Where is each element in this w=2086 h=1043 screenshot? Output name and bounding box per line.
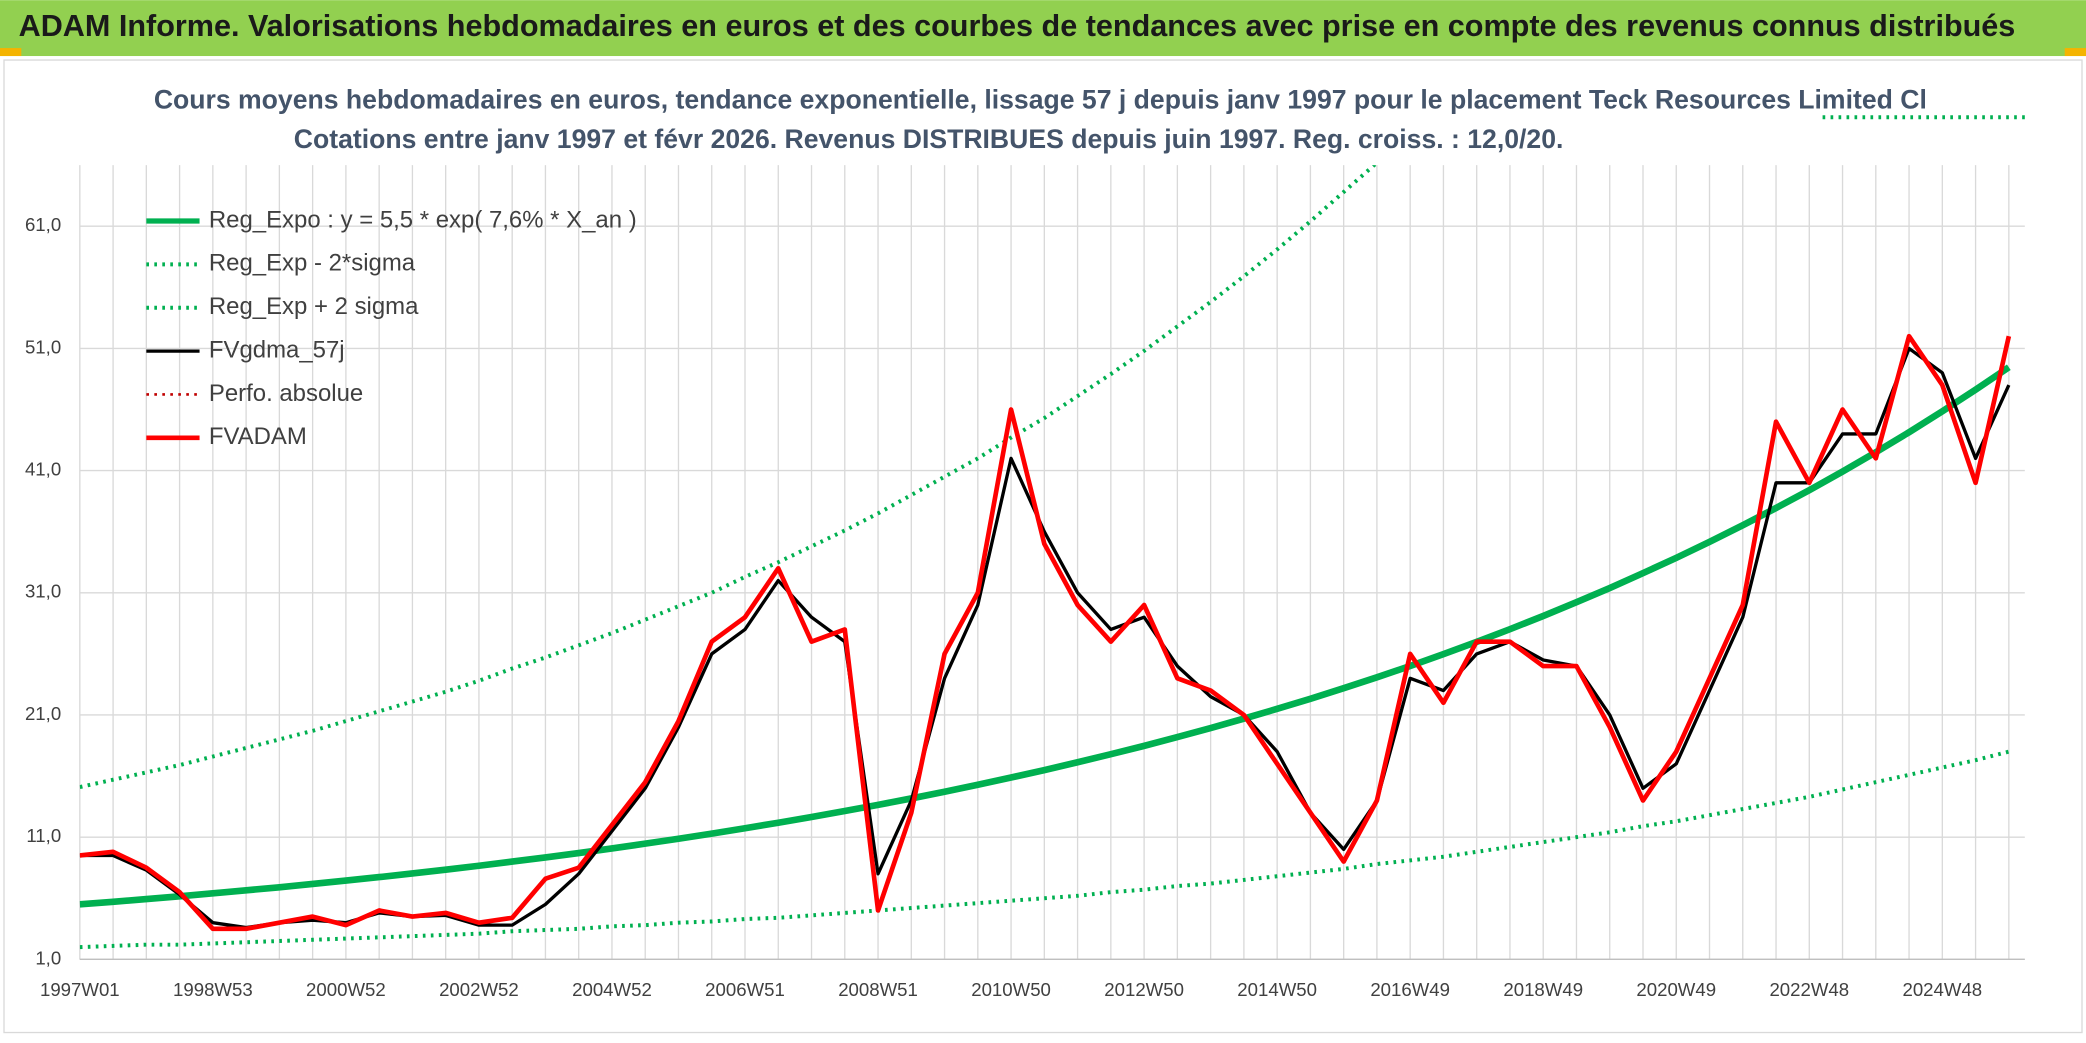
x-tick-label: 2020W49 xyxy=(1636,979,1716,1000)
x-tick-label: 2024W48 xyxy=(1902,979,1982,1000)
x-tick-label: 2022W48 xyxy=(1769,979,1849,1000)
series-line xyxy=(79,165,1378,790)
y-tick-label: 1,0 xyxy=(35,947,61,968)
header-bar xyxy=(0,0,2086,57)
header-title: ADAM Informe. Valorisations hebdomadaire… xyxy=(19,9,2016,43)
legend-label: FVgdma_57j xyxy=(209,336,345,363)
x-tick-label: 1997W01 xyxy=(40,979,120,1000)
x-tick-label: 2000W52 xyxy=(306,979,386,1000)
x-tick-label: 2014W50 xyxy=(1237,979,1317,1000)
series-line xyxy=(79,364,2011,908)
y-tick-label: 51,0 xyxy=(25,336,61,357)
legend-label: Reg_Exp - 2*sigma xyxy=(209,250,416,277)
series-line xyxy=(79,333,2012,932)
y-tick-label: 41,0 xyxy=(25,459,61,480)
x-tick-label: 2004W52 xyxy=(572,979,652,1000)
x-tick-label: 2008W51 xyxy=(838,979,918,1000)
y-tick-label: 11,0 xyxy=(26,825,61,846)
x-tick-label: 2006W51 xyxy=(705,979,785,1000)
x-tick-label: 2012W50 xyxy=(1104,979,1184,1000)
series-line xyxy=(79,749,2010,950)
plot-area xyxy=(79,165,2012,950)
x-tick-label: 2016W49 xyxy=(1370,979,1450,1000)
chart-subtitle: Cotations entre janv 1997 et févr 2026. … xyxy=(294,124,1564,154)
y-tick-label: 21,0 xyxy=(25,703,61,724)
y-tick-label: 31,0 xyxy=(25,581,61,602)
x-tick-label: 2018W49 xyxy=(1503,979,1583,1000)
x-tick-label: 2010W50 xyxy=(971,979,1051,1000)
corner xyxy=(0,48,22,57)
legend-label: FVADAM xyxy=(209,423,307,450)
chart-title: Cours moyens hebdomadaires en euros, ten… xyxy=(154,84,1927,114)
legend-label: Perfo. absolue xyxy=(209,380,363,407)
corner xyxy=(2064,48,2086,57)
chart-border xyxy=(3,59,2083,1034)
x-tick-label: 1998W53 xyxy=(173,979,253,1000)
x-tick-label: 2002W52 xyxy=(439,979,519,1000)
y-tick-label: 61,0 xyxy=(25,214,61,235)
legend-label: Reg_Exp + 2 sigma xyxy=(209,293,419,320)
legend-label: Reg_Expo : y = 5,5 * exp( 7,6% * X_an ) xyxy=(209,206,637,233)
